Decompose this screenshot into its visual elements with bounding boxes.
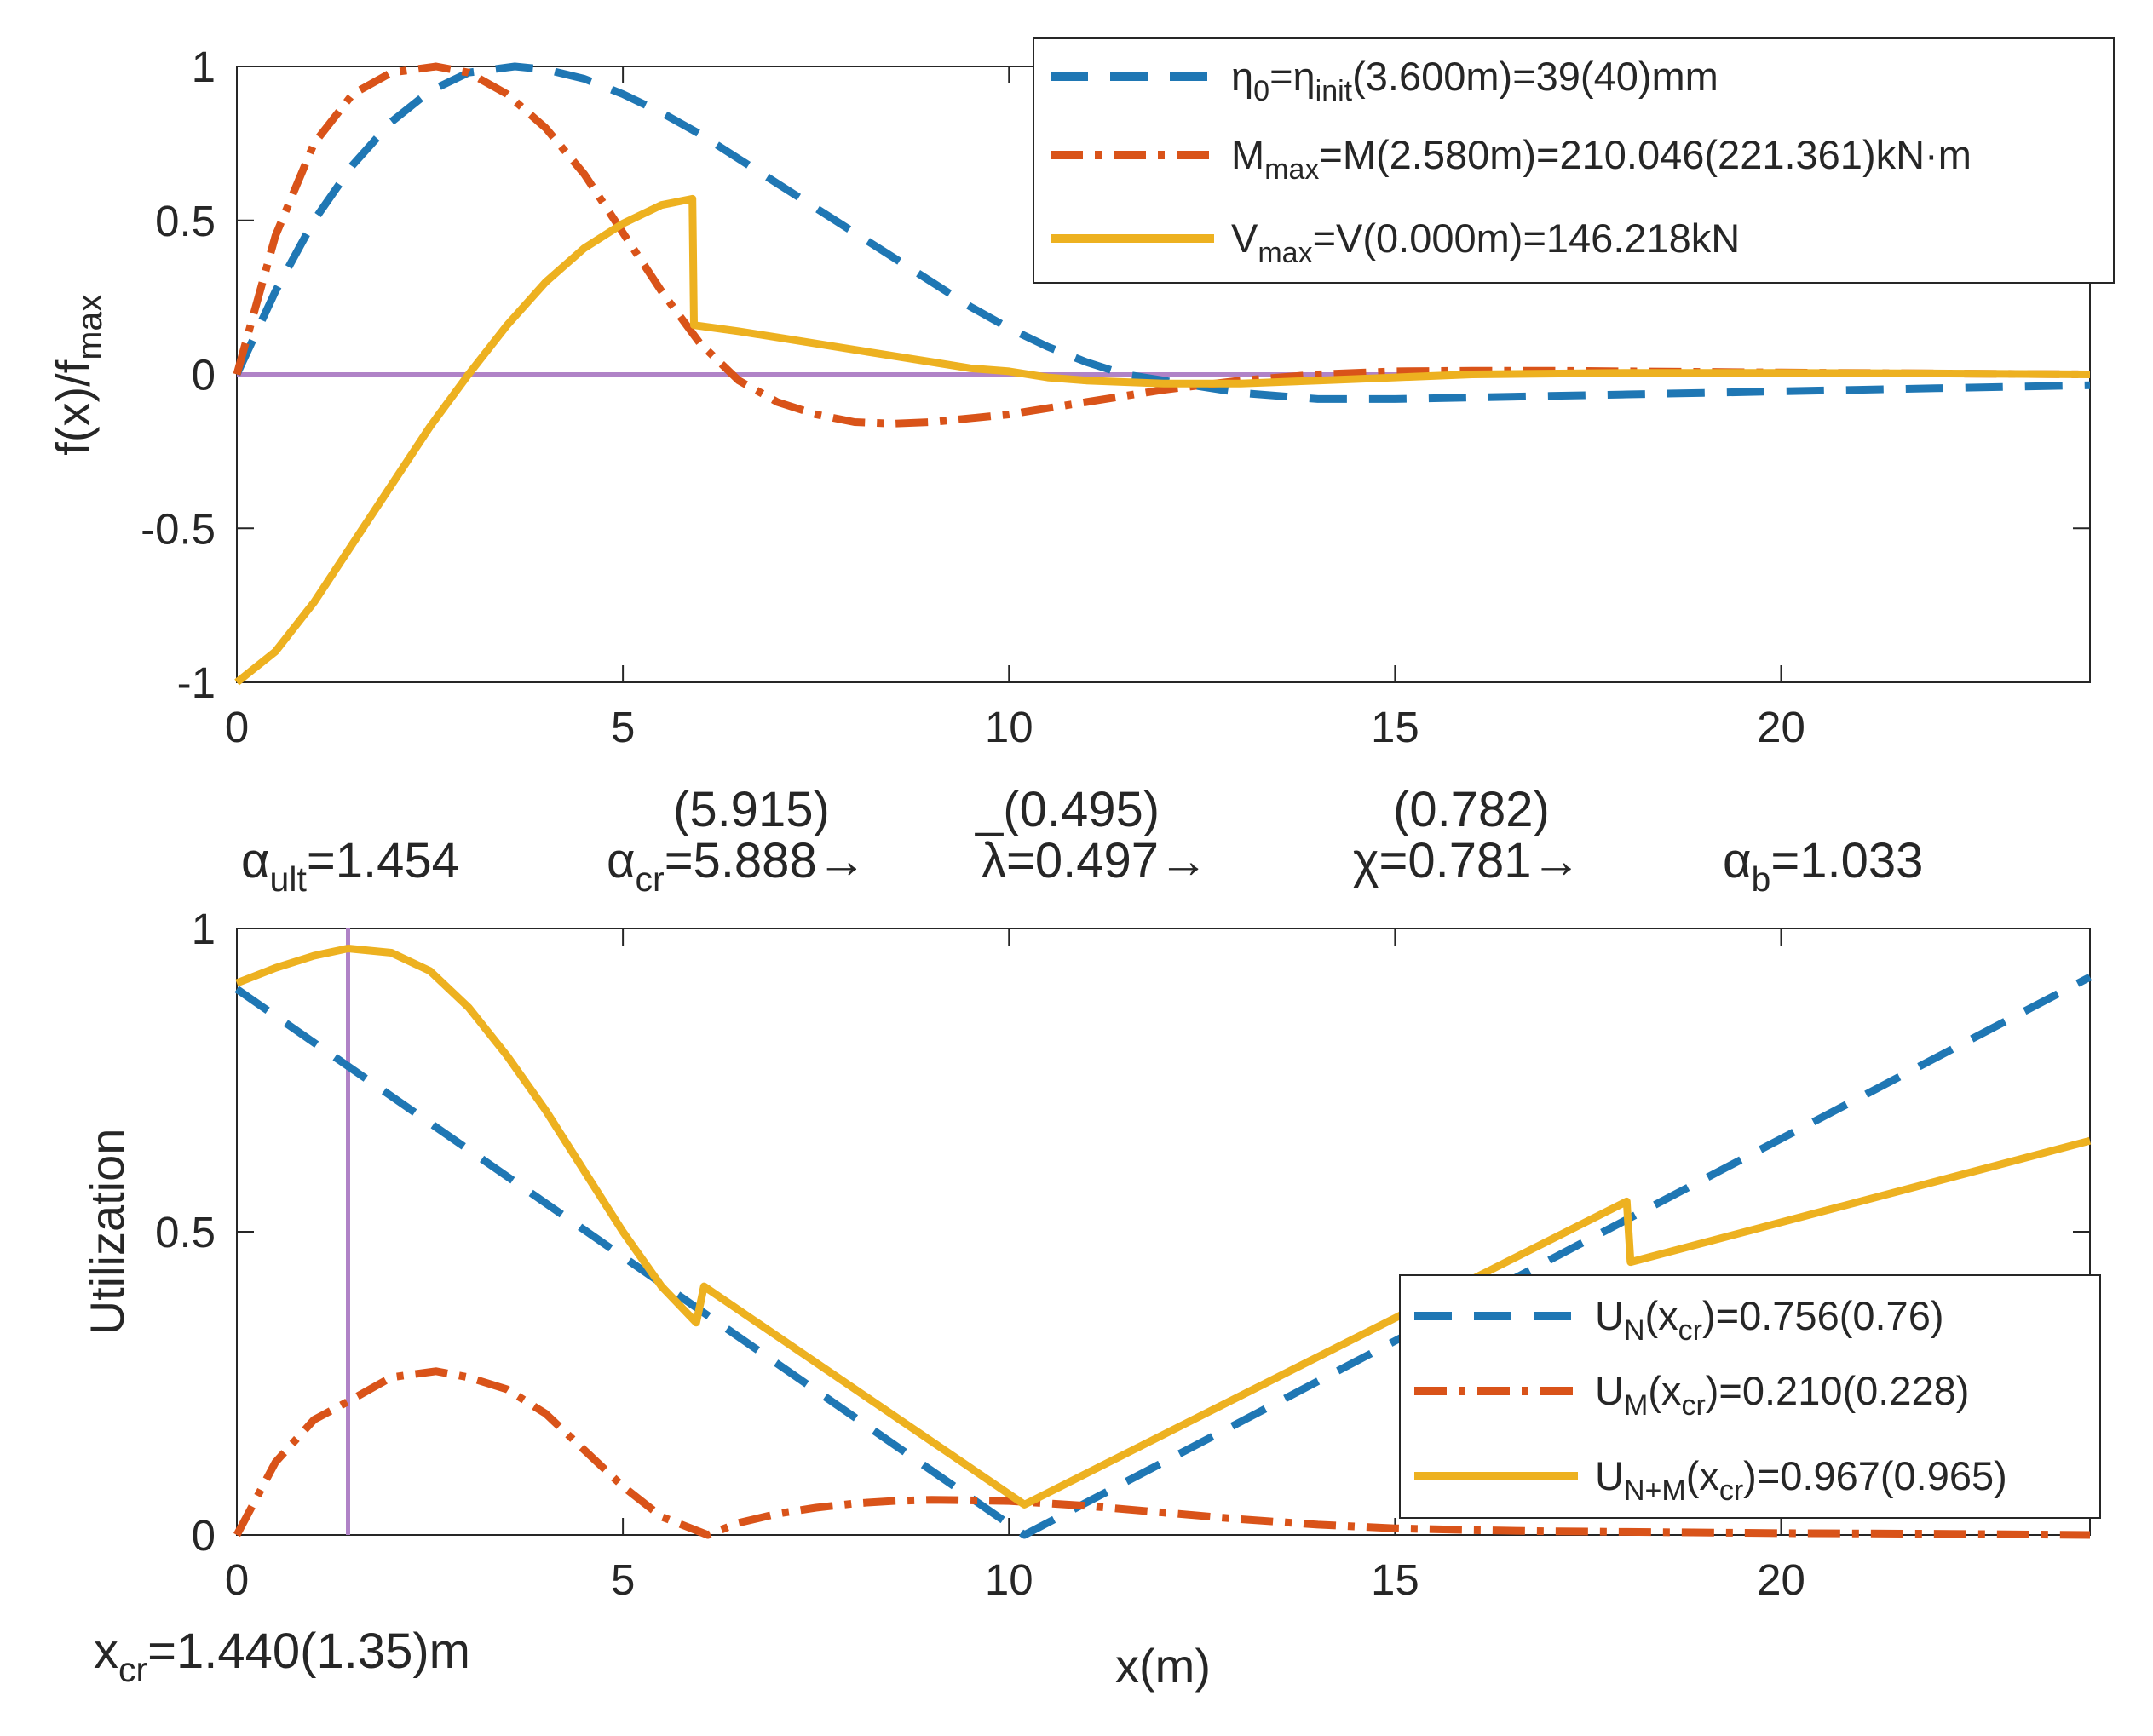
alpha-cr-prev: (5.915)	[673, 782, 830, 837]
legend-label-M: Mmax=M(2.580m)=210.046(221.361)kN·m	[1231, 132, 1972, 186]
y-tick-label: 1	[192, 43, 216, 91]
legend-label-V: Vmax=V(0.000m)=146.218kN	[1231, 216, 1740, 269]
alpha-b-label: αb=1.033	[1723, 833, 1923, 899]
annotations-row: αult=1.454 (5.915) αcr=5.888→ _(0.495) λ…	[241, 782, 1923, 899]
x-tick-label: 15	[1371, 703, 1419, 751]
bottom-x-axis-label: x(m)	[1115, 1639, 1211, 1693]
y-tick-label: 1	[192, 905, 216, 953]
legend-label-UM: UM(xcr)=0.210(0.228)	[1595, 1368, 1969, 1422]
x-tick-label: 10	[985, 703, 1033, 751]
series-line-V	[234, 194, 2091, 686]
alpha-ult-label: αult=1.454	[241, 833, 459, 899]
x-tick-label: 15	[1371, 1555, 1419, 1604]
alpha-cr-label: αcr=5.888→	[607, 833, 866, 899]
chi-prev: (0.782)	[1393, 782, 1550, 837]
y-tick-label: -1	[177, 658, 216, 707]
x-cr-label: xcr=1.440(1.35)m	[94, 1624, 470, 1689]
top-axes: 0 5 10 15 20 -1 -0.5 0 0.5 1 f(x)/fmax η0=ηinit(…	[46, 37, 2115, 751]
legend-label-UN: UN(xcr)=0.756(0.76)	[1595, 1293, 1944, 1347]
x-tick-label: 5	[611, 703, 635, 751]
series-line-UNM	[235, 945, 2092, 1509]
x-tick-label: 20	[1757, 703, 1805, 751]
x-tick-label: 0	[225, 703, 249, 751]
lambda-prev: _(0.495)	[975, 782, 1160, 837]
bottom-axes: 0 5 10 15 20 0 0.5 1 Utilization x(m) xcr=1.44…	[80, 905, 2101, 1693]
legend-label-UNM: UN+M(xcr)=0.967(0.965)	[1595, 1453, 2007, 1507]
x-tick-label: 10	[985, 1555, 1033, 1604]
top-y-axis-label: f(x)/fmax	[46, 294, 109, 456]
legend-label-eta: η0=ηinit(3.600m)=39(40)mm	[1231, 54, 1718, 107]
top-legend: η0=ηinit(3.600m)=39(40)mm Mmax=M(2.580m)…	[1033, 37, 2115, 284]
lambda-label: λ=0.497→	[982, 833, 1208, 888]
series-line-UN	[234, 974, 2093, 1539]
x-tick-label: 0	[225, 1555, 249, 1604]
bottom-y-axis-label: Utilization	[80, 1129, 134, 1336]
y-tick-label: 0.5	[155, 197, 216, 245]
y-tick-label: 0.5	[155, 1208, 216, 1256]
chi-label: χ=0.781→	[1353, 833, 1580, 888]
bottom-legend: UN(xcr)=0.756(0.76) UM(xcr)=0.210(0.228)…	[1399, 1274, 2101, 1519]
x-tick-label: 5	[611, 1555, 635, 1604]
y-tick-label: -0.5	[141, 504, 216, 553]
y-tick-label: 0	[192, 351, 216, 400]
x-tick-label: 20	[1757, 1555, 1805, 1604]
series-line-UM	[233, 1367, 2091, 1539]
y-tick-label: 0	[192, 1511, 216, 1560]
series-line-eta	[233, 62, 2091, 403]
